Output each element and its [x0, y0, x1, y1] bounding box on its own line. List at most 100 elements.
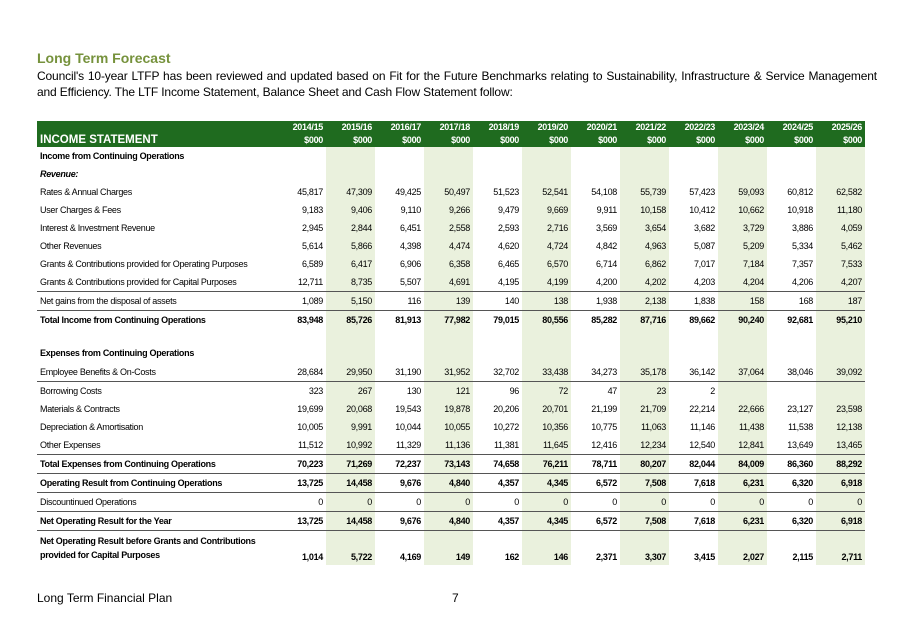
table-cell: [767, 165, 816, 183]
table-cell: 4,345: [522, 473, 571, 493]
table-cell: 96: [473, 381, 522, 400]
table-cell: 11,136: [424, 436, 473, 455]
table-cell: 5,722: [326, 530, 375, 565]
table-cell: 80,556: [522, 310, 571, 329]
table-cell: 51,523: [493, 187, 519, 197]
table-cell: 10,044: [395, 422, 421, 432]
row-label: Total Income from Continuing Operations: [37, 310, 277, 329]
table-cell: 10,775: [591, 422, 617, 432]
table-cell: 4,398: [399, 241, 421, 251]
table-cell: 4,357: [473, 511, 522, 531]
income-statement-table: INCOME STATEMENT 2014/15 2015/16 2016/17 20…: [37, 121, 865, 565]
table-row: User Charges & Fees 9,183 9,406 9,110 9,266 9…: [37, 201, 865, 219]
table-cell: 6,906: [399, 259, 421, 269]
table-cell: 6,320: [767, 511, 816, 531]
row-label: Employee Benefits & On-Costs: [40, 367, 156, 377]
year-header: 2014/15: [277, 121, 326, 134]
table-cell: 9,676: [375, 511, 424, 531]
table-cell: 4,200: [595, 277, 617, 287]
table-cell: 323: [277, 381, 326, 400]
table-cell: [326, 147, 375, 165]
table-cell: 12,138: [816, 418, 865, 436]
table-cell: 4,724: [522, 237, 571, 255]
table-cell: 4,620: [497, 241, 519, 251]
table-cell: [473, 165, 522, 183]
table-cell: 0: [326, 492, 375, 512]
table-cell: 162: [504, 552, 519, 562]
table-cell: 74,658: [473, 454, 522, 474]
table-cell: 5,614: [301, 241, 323, 251]
table-cell: 12,711: [297, 277, 323, 287]
table-row: Net Operating Result for the Year 13,725 1…: [37, 511, 865, 531]
row-label: Discountinued Operations: [37, 492, 277, 512]
table-cell: 7,618: [669, 511, 718, 531]
table-cell: 11,146: [689, 422, 715, 432]
table-cell: 33,438: [522, 363, 571, 382]
table-cell: 149: [424, 530, 473, 565]
table-cell: [522, 165, 571, 183]
table-cell: [277, 165, 326, 183]
table-cell: 3,682: [693, 223, 715, 233]
table-cell: 6,918: [816, 511, 865, 531]
table-cell: 0: [718, 492, 767, 512]
table-row: Revenue:: [37, 165, 865, 183]
table-cell: 6,358: [424, 255, 473, 273]
table-cell: 54,108: [591, 187, 617, 197]
table-cell: 90,240: [718, 310, 767, 329]
unit-header: $000: [375, 134, 424, 147]
page-number: 7: [452, 591, 459, 605]
table-cell: 6,465: [497, 259, 519, 269]
table-cell: 72,237: [375, 454, 424, 474]
table-cell: 267: [326, 381, 375, 400]
table-cell: 23,598: [816, 400, 865, 418]
unit-header: $000: [718, 134, 767, 147]
table-cell: 11,645: [522, 436, 571, 455]
table-cell: 19,543: [395, 404, 421, 414]
unit-header: $000: [277, 134, 326, 147]
table-cell: 3,307: [620, 530, 669, 565]
table-cell: 78,711: [571, 454, 620, 474]
table-cell: 4,203: [693, 277, 715, 287]
table-cell: [326, 165, 375, 183]
table-cell: 10,005: [297, 422, 323, 432]
row-label: Materials & Contracts: [40, 404, 120, 414]
table-cell: 0: [424, 492, 473, 512]
table-cell: 3,415: [693, 552, 715, 562]
year-header: 2016/17: [375, 121, 424, 134]
table-cell: 20,701: [522, 400, 571, 418]
row-label: Grants & Contributions provided for Capi…: [40, 277, 237, 287]
table-cell: 158: [718, 291, 767, 311]
table-cell: [424, 329, 473, 363]
table-cell: 2,138: [620, 291, 669, 311]
table-cell: 47: [571, 381, 620, 400]
table-cell: 1,938: [571, 291, 620, 311]
table-cell: 7,618: [669, 473, 718, 493]
table-cell: 3,729: [718, 219, 767, 237]
row-label: Total Expenses from Continuing Operation…: [37, 454, 277, 474]
table-cell: 0: [767, 492, 816, 512]
table-cell: [718, 165, 767, 183]
table-cell: [718, 147, 767, 165]
table-cell: 11,512: [297, 440, 323, 450]
year-header: 2024/25: [767, 121, 816, 134]
table-row: Interest & Investment Revenue 2,945 2,844 6…: [37, 219, 865, 237]
table-cell: [816, 381, 865, 400]
table-cell: 4,691: [424, 273, 473, 292]
table-cell: 3,886: [791, 223, 813, 233]
unit-header: $000: [522, 134, 571, 147]
table-cell: 39,092: [816, 363, 865, 382]
table-cell: 7,508: [620, 511, 669, 531]
table-cell: [767, 147, 816, 165]
table-cell: 4,345: [522, 511, 571, 531]
table-cell: 7,184: [718, 255, 767, 273]
table-cell: 139: [424, 291, 473, 311]
table-cell: 79,015: [473, 310, 522, 329]
section-heading: Long Term Forecast: [37, 50, 171, 66]
table-cell: 50,497: [424, 183, 473, 201]
table-row: Discountinued Operations 0 0 0 0 0 0 0 0 0 0 0 0: [37, 492, 865, 512]
table-cell: 140: [473, 291, 522, 311]
table-cell: 0: [375, 492, 424, 512]
table-cell: 9,110: [400, 205, 422, 215]
table-cell: 84,009: [718, 454, 767, 474]
table-cell: [522, 147, 571, 165]
